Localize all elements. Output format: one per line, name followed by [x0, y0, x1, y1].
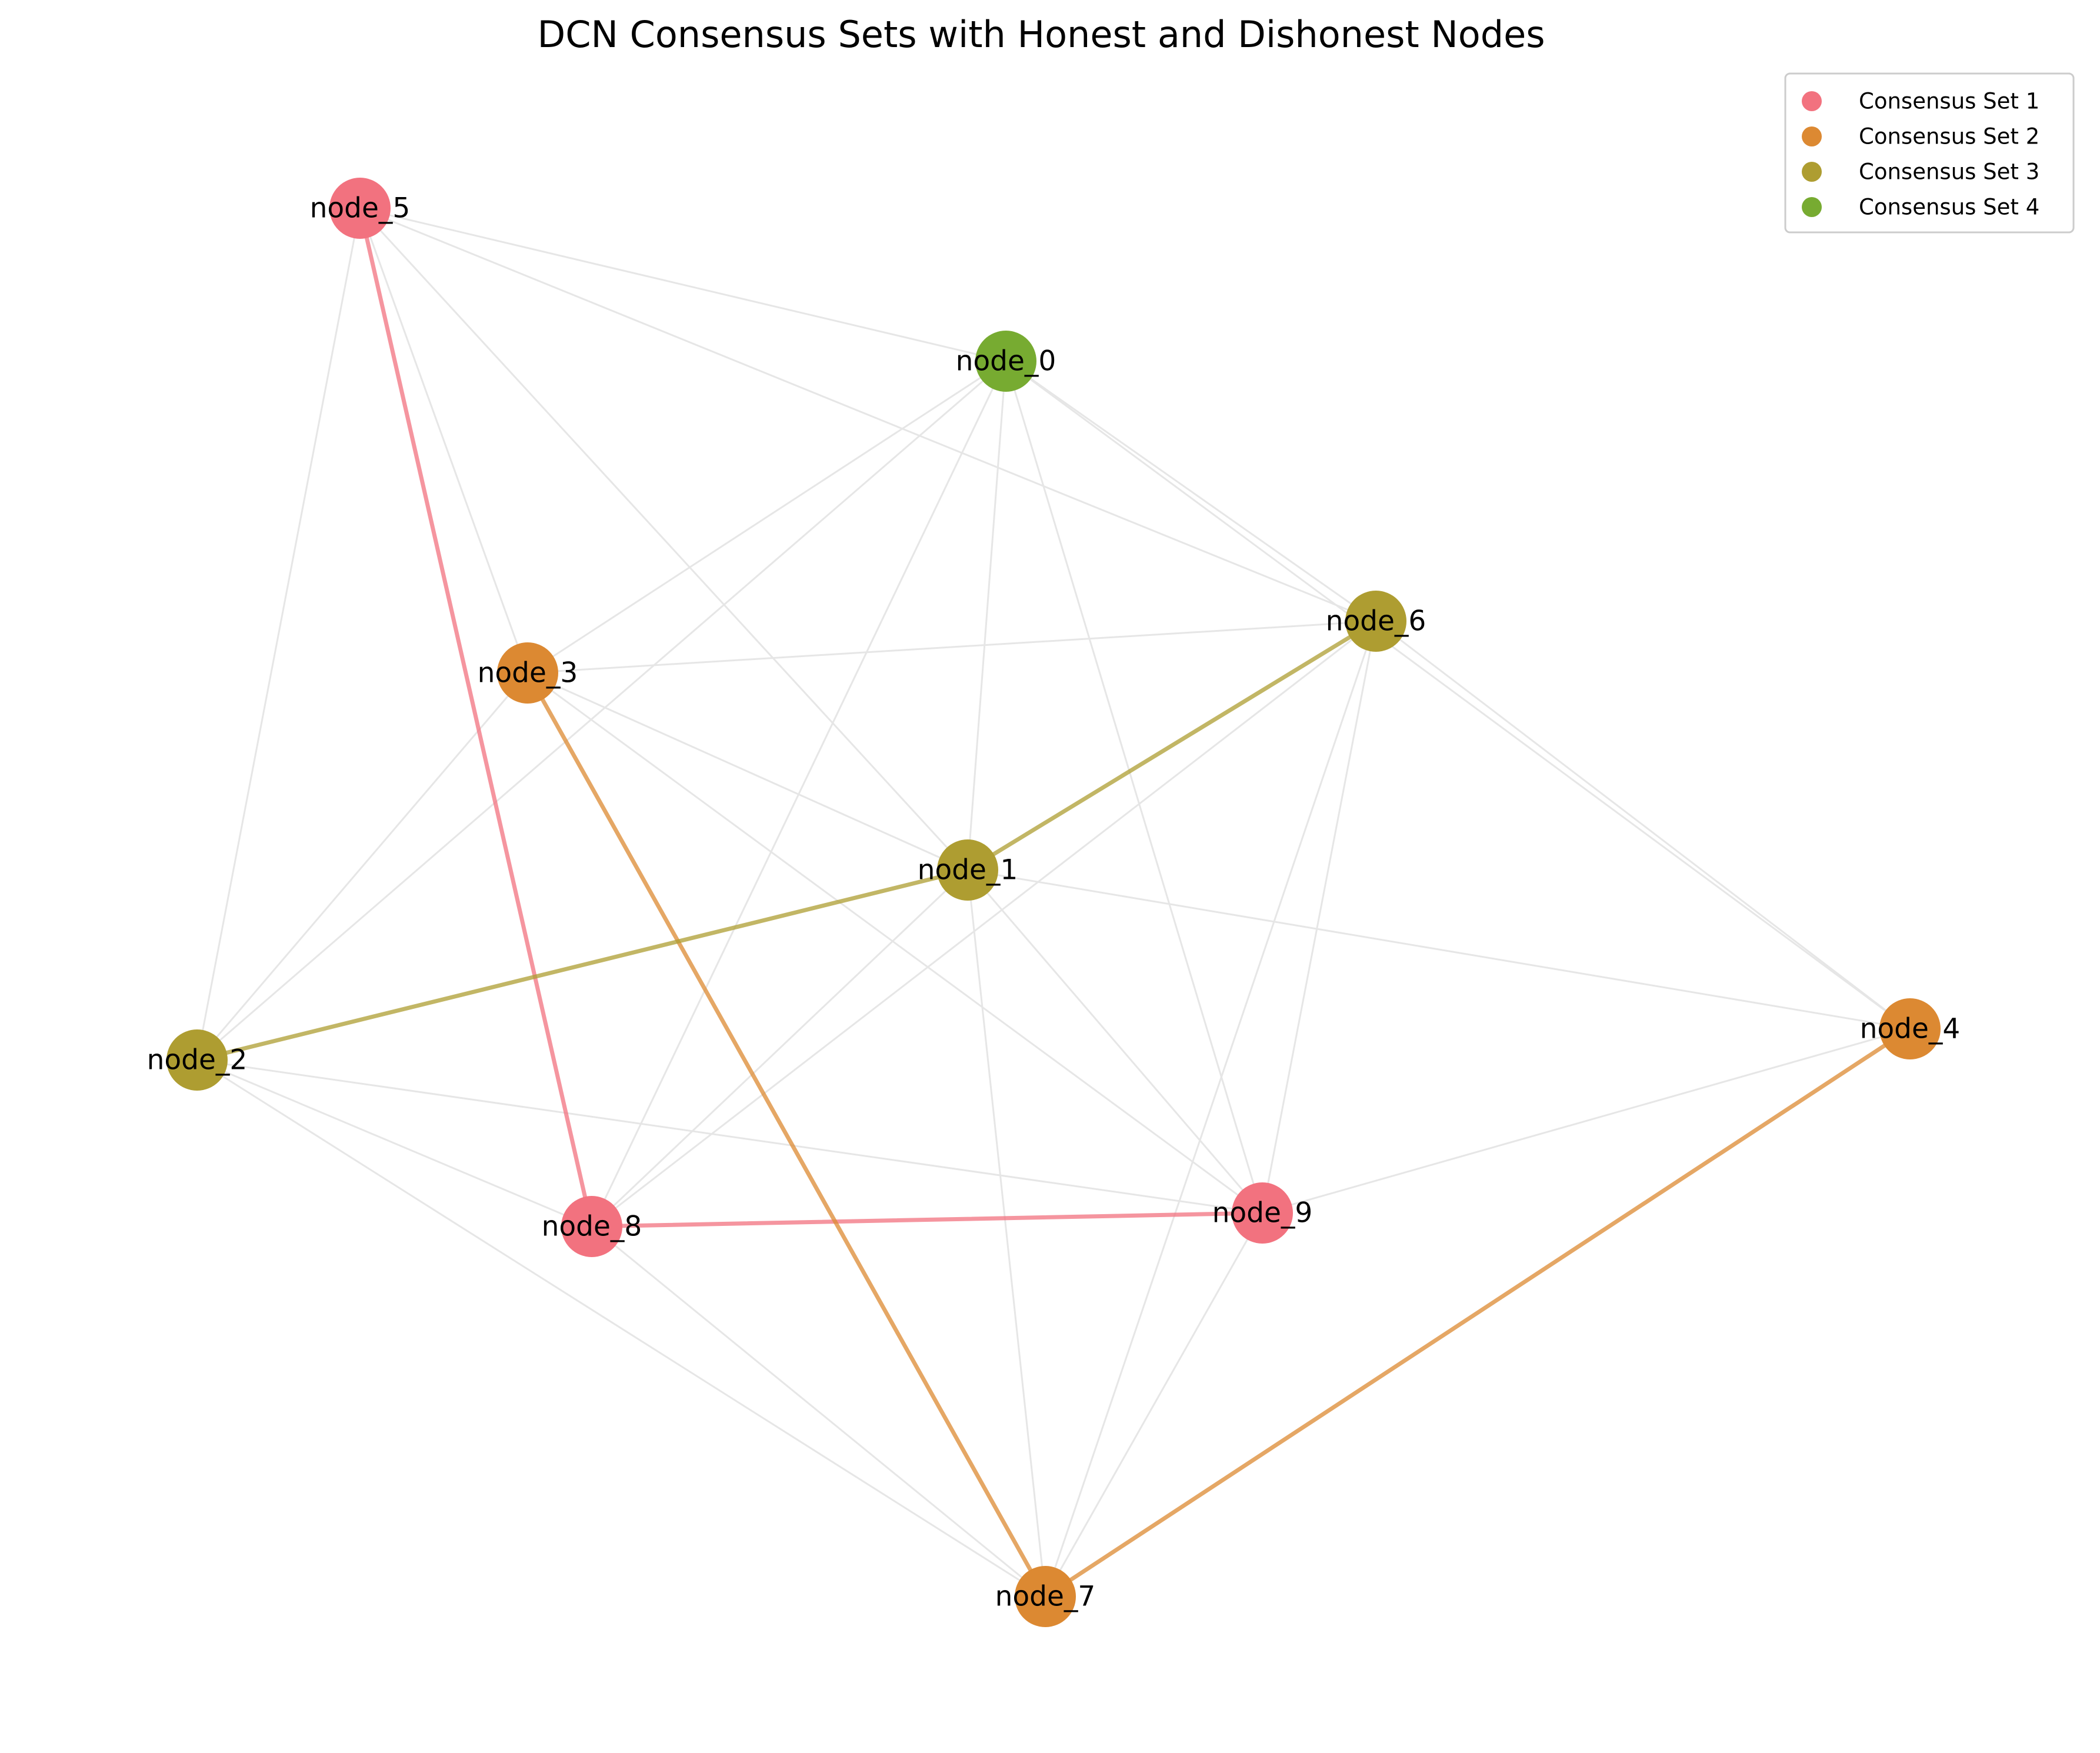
node-label: node_9	[1212, 1197, 1313, 1229]
legend-label: Consensus Set 2	[1859, 124, 2039, 149]
node-circle	[975, 331, 1036, 392]
consensus-edges	[195, 206, 1912, 1599]
background-edge	[359, 207, 1376, 622]
background-edge	[1005, 360, 1911, 1030]
node-circle	[1879, 998, 1941, 1059]
background-edge	[527, 672, 1263, 1214]
background-edge	[1005, 360, 1376, 622]
legend-marker	[1802, 197, 1822, 217]
background-edge	[196, 360, 1006, 1061]
node: node_8	[542, 1196, 642, 1257]
consensus-edge	[1043, 1027, 1912, 1599]
background-edge	[1262, 1028, 1911, 1214]
legend-label: Consensus Set 4	[1859, 195, 2039, 220]
background-edge	[966, 869, 1046, 1597]
background-edge	[966, 361, 1007, 871]
legend-label: Consensus Set 1	[1859, 89, 2039, 114]
consensus-edge	[525, 671, 1048, 1599]
background-edge	[966, 869, 1264, 1214]
background-edge	[591, 620, 1376, 1228]
legend-marker	[1802, 162, 1822, 182]
background-edge	[359, 208, 529, 674]
legend-marker	[1802, 126, 1822, 146]
node-label: node_6	[1326, 605, 1426, 638]
node: node_3	[478, 642, 578, 704]
node-label: node_2	[147, 1044, 248, 1077]
background-edge	[196, 672, 529, 1061]
legend: Consensus Set 1 Consensus Set 2 Consensus …	[1784, 72, 2075, 234]
background-edge	[1261, 621, 1377, 1214]
background-edge	[359, 207, 969, 871]
node: node_2	[147, 1029, 248, 1091]
node: node_7	[995, 1566, 1096, 1627]
node-label: node_4	[1860, 1013, 1961, 1045]
node: node_1	[918, 839, 1018, 901]
background-edge	[196, 1059, 592, 1228]
consensus-edge	[358, 206, 594, 1229]
node-circle	[1345, 591, 1406, 652]
node-circle	[1232, 1182, 1293, 1244]
legend-item: Consensus Set 2	[1802, 124, 2039, 149]
background-edge	[1005, 361, 1264, 1214]
node-label: node_8	[542, 1211, 642, 1243]
node: node_4	[1860, 998, 1961, 1059]
node-circle	[1015, 1566, 1076, 1627]
node-label: node_0	[956, 345, 1056, 378]
node-label: node_1	[918, 854, 1018, 887]
legend-box	[1784, 72, 2075, 234]
legend-item: Consensus Set 1	[1802, 89, 2039, 114]
background-edge	[196, 1059, 1046, 1598]
background-edge	[527, 360, 1006, 674]
node-circle	[166, 1029, 228, 1091]
background-edge	[591, 1225, 1046, 1598]
background-edge	[359, 207, 1006, 362]
legend-label: Consensus Set 3	[1859, 159, 2039, 185]
background-edges	[196, 207, 1911, 1598]
background-edge	[196, 1059, 1263, 1214]
node-label: node_5	[310, 192, 411, 225]
node: node_9	[1212, 1182, 1313, 1244]
legend-item: Consensus Set 4	[1802, 195, 2039, 220]
background-edge	[1044, 1212, 1264, 1597]
background-edge	[196, 208, 361, 1061]
node-label: node_7	[995, 1581, 1096, 1613]
background-edge	[591, 869, 969, 1228]
consensus-edge	[965, 619, 1378, 872]
legend-item: Consensus Set 3	[1802, 159, 2039, 185]
background-edge	[1044, 621, 1377, 1597]
node-label: node_3	[478, 657, 578, 689]
consensus-edge	[589, 1211, 1265, 1229]
node: node_5	[310, 178, 411, 239]
background-edge	[1375, 620, 1911, 1030]
diagram-title: DCN Consensus Sets with Honest and Disho…	[537, 13, 1545, 56]
background-edge	[527, 672, 968, 871]
background-edge	[967, 869, 1911, 1030]
background-edge	[527, 620, 1376, 674]
node: node_6	[1326, 591, 1426, 652]
node-circle	[329, 178, 391, 239]
node-circle	[561, 1196, 622, 1257]
node-circle	[497, 642, 558, 704]
nodes: node_0 node_1 node_2 node_3 node_4 node_5node…	[147, 178, 1961, 1627]
legend-marker	[1802, 91, 1822, 111]
node-circle	[937, 839, 998, 901]
node: node_0	[956, 331, 1056, 392]
consensus-edge	[195, 868, 970, 1062]
